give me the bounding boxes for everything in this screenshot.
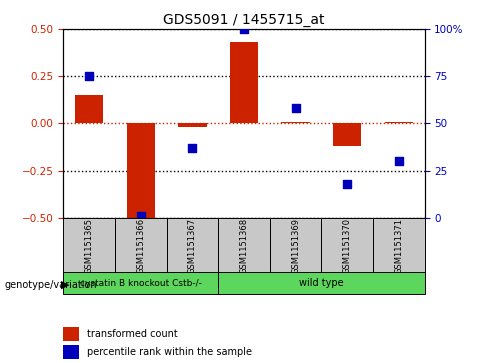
Point <box>240 26 248 32</box>
Bar <box>115 218 166 274</box>
Point <box>395 158 403 164</box>
Bar <box>270 218 322 274</box>
Text: ▶: ▶ <box>61 280 69 290</box>
Bar <box>230 42 258 123</box>
Text: wild type: wild type <box>299 278 344 288</box>
Title: GDS5091 / 1455715_at: GDS5091 / 1455715_at <box>163 13 325 26</box>
Bar <box>127 123 155 218</box>
Bar <box>178 123 206 127</box>
Text: percentile rank within the sample: percentile rank within the sample <box>87 347 252 357</box>
Text: cystatin B knockout Cstb-/-: cystatin B knockout Cstb-/- <box>80 279 202 287</box>
Text: GSM1151368: GSM1151368 <box>240 218 248 274</box>
Text: transformed count: transformed count <box>87 329 178 339</box>
Bar <box>333 123 362 146</box>
Point <box>137 213 145 219</box>
Bar <box>373 218 425 274</box>
Bar <box>166 218 218 274</box>
Text: GSM1151367: GSM1151367 <box>188 218 197 274</box>
Bar <box>63 272 218 294</box>
Text: GSM1151366: GSM1151366 <box>136 218 145 274</box>
Bar <box>63 345 79 359</box>
Bar <box>218 272 425 294</box>
Point <box>343 181 351 187</box>
Text: GSM1151365: GSM1151365 <box>85 218 94 274</box>
Bar <box>63 218 115 274</box>
Bar <box>385 122 413 123</box>
Text: GSM1151370: GSM1151370 <box>343 218 352 274</box>
Bar <box>63 327 79 341</box>
Text: GSM1151369: GSM1151369 <box>291 218 300 274</box>
Bar <box>75 95 103 123</box>
Point <box>188 145 196 151</box>
Point <box>292 105 300 111</box>
Point <box>85 73 93 79</box>
Text: genotype/variation: genotype/variation <box>5 280 98 290</box>
Bar <box>218 218 270 274</box>
Bar <box>282 122 310 123</box>
Bar <box>322 218 373 274</box>
Text: GSM1151371: GSM1151371 <box>394 218 403 274</box>
